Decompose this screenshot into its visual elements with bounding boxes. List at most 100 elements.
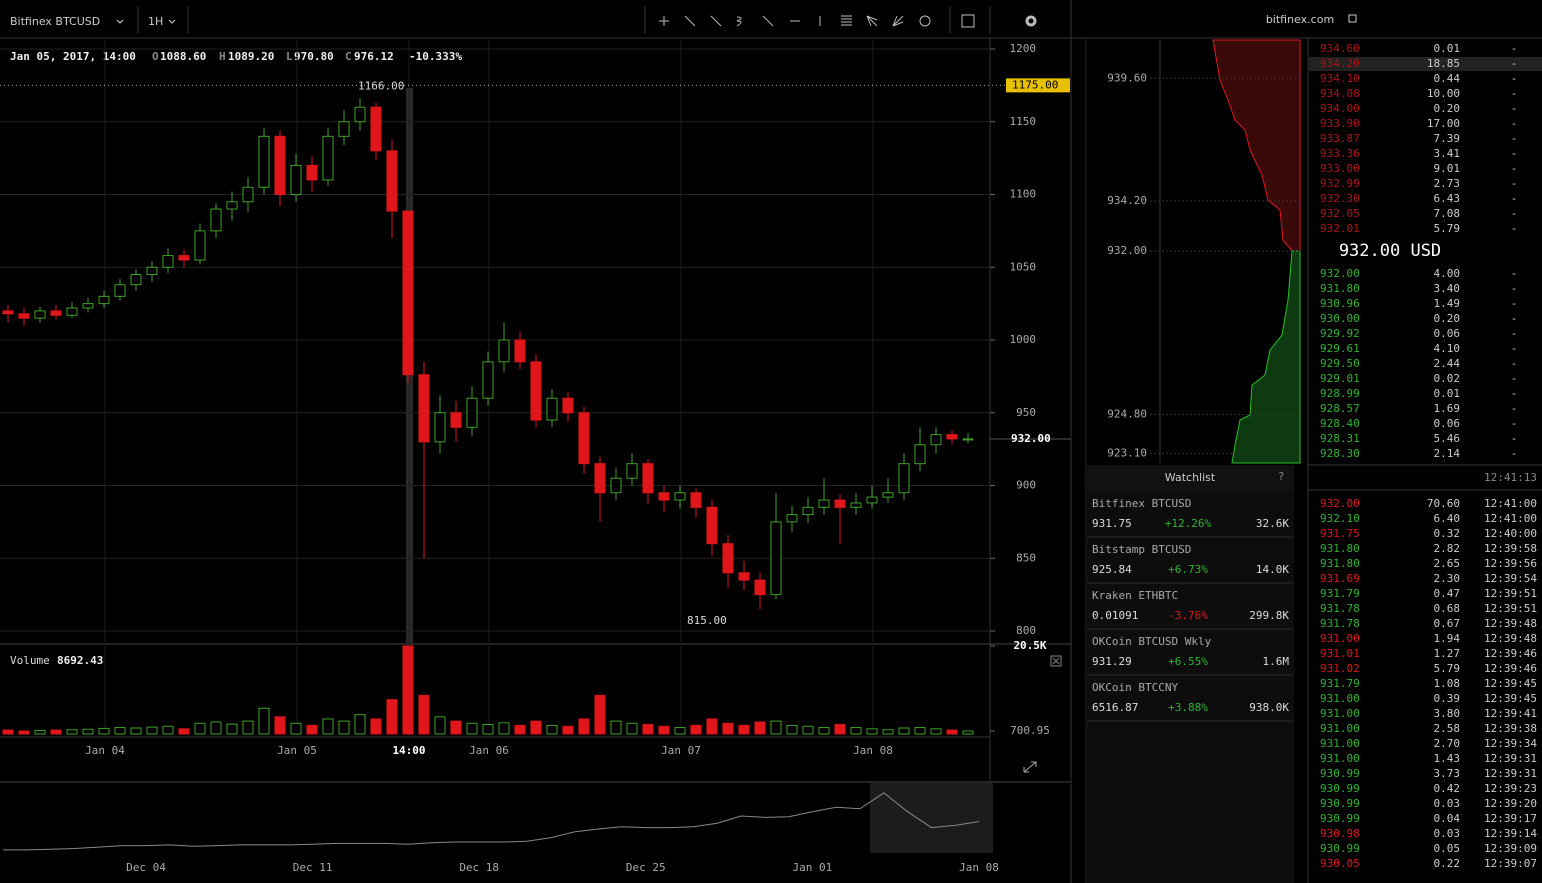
indicator-button[interactable]	[961, 14, 975, 28]
trade-time: 12:40:00	[1484, 527, 1537, 540]
book-amount: 0.44	[1434, 72, 1461, 85]
book-amount: 5.79	[1434, 222, 1461, 235]
candle-body	[242, 186, 254, 203]
trade-time: 12:39:23	[1484, 782, 1537, 795]
candle-body	[226, 201, 238, 210]
book-price: 929.61	[1320, 342, 1360, 355]
drawing-tools[interactable]	[659, 14, 1037, 28]
candle-body	[658, 492, 670, 501]
fib-tool[interactable]	[841, 15, 852, 26]
volume-bar	[898, 727, 910, 735]
trade-price: 931.75	[1320, 527, 1360, 540]
book-amount: 6.43	[1434, 192, 1461, 205]
book-dash: -	[1511, 177, 1518, 190]
volume-bar	[130, 727, 142, 735]
curve-tool[interactable]	[736, 16, 742, 27]
trade-time: 12:39:31	[1484, 767, 1537, 780]
volume-bar	[482, 724, 494, 735]
trade-amount: 2.65	[1434, 557, 1461, 570]
book-price: 933.00	[1320, 162, 1360, 175]
volume-bar	[946, 729, 958, 735]
book-dash: -	[1511, 432, 1518, 445]
book-amount: 1.49	[1434, 297, 1461, 310]
watchlist-header	[1087, 465, 1294, 490]
book-amount: 1.69	[1434, 402, 1461, 415]
row-highlight	[1309, 57, 1542, 71]
candle-body	[626, 463, 638, 479]
book-dash: -	[1511, 297, 1518, 310]
book-dash: -	[1511, 312, 1518, 325]
candle-body	[770, 521, 782, 596]
book-amount: 2.73	[1434, 177, 1461, 190]
crosshair-tool[interactable]	[659, 16, 669, 26]
close-volume-button[interactable]	[1050, 655, 1062, 667]
candle-body	[914, 444, 926, 465]
navigator-window[interactable]	[870, 783, 993, 853]
depth-tick-label: 923.10	[1107, 446, 1147, 459]
candle-body	[306, 164, 318, 181]
book-amount: 4.10	[1434, 342, 1461, 355]
candle-body	[274, 135, 286, 196]
watch-price: 931.75	[1092, 517, 1132, 530]
candle-body	[722, 543, 734, 574]
help-icon[interactable]: ?	[1278, 470, 1285, 483]
trade-price: 930.99	[1320, 782, 1360, 795]
volume-bar	[418, 694, 430, 735]
trade-time: 12:39:34	[1484, 737, 1537, 750]
volume-bar	[50, 729, 62, 735]
trade-price: 930.99	[1320, 812, 1360, 825]
book-amount: 2.14	[1434, 447, 1461, 460]
fan-tool[interactable]	[866, 15, 878, 27]
gann-tool[interactable]	[892, 15, 904, 27]
symbol-selector[interactable]: Bitfinex BTCUSD	[10, 15, 100, 28]
volume-bar	[802, 725, 814, 735]
ray-tool[interactable]	[710, 15, 722, 27]
ohlc-key: C	[345, 50, 352, 63]
time-label: Jan 08	[853, 744, 893, 757]
book-price: 928.99	[1320, 387, 1360, 400]
book-dash: -	[1511, 387, 1518, 400]
ohlc-value: 970.80	[294, 50, 334, 63]
trade-price: 931.00	[1320, 722, 1360, 735]
book-dash: -	[1511, 117, 1518, 130]
expand-button[interactable]	[1023, 761, 1037, 773]
volume-bar	[658, 725, 670, 735]
volume-bar	[274, 716, 286, 735]
settings-button[interactable]	[1025, 15, 1037, 27]
trade-amount: 0.03	[1434, 827, 1461, 840]
trades-time: 12:41:13	[1484, 471, 1537, 484]
interval-selector[interactable]: 1H	[148, 15, 163, 28]
book-amount: 0.06	[1434, 417, 1461, 430]
candle-body	[898, 463, 910, 494]
y-tick-label: 1200	[1010, 42, 1037, 55]
price-line-label: 1175.00	[1012, 78, 1058, 91]
volume-bar	[226, 723, 238, 735]
volume-bar	[18, 730, 30, 735]
candle-body	[802, 506, 814, 516]
candle-body	[210, 208, 222, 232]
trade-price: 930.98	[1320, 827, 1360, 840]
y-tick-label: 1100	[1010, 188, 1037, 201]
trade-time: 12:39:46	[1484, 662, 1537, 675]
line-tool[interactable]	[684, 15, 696, 27]
book-price: 933.36	[1320, 147, 1360, 160]
site-link[interactable]: bitfinex.com	[1266, 13, 1334, 26]
trade-price: 931.00	[1320, 707, 1360, 720]
navigator-label: Dec 25	[626, 861, 666, 874]
trade-amount: 70.60	[1427, 497, 1460, 510]
ohlc-date: Jan 05, 2017, 14:00	[10, 50, 136, 63]
trade-price: 930.99	[1320, 767, 1360, 780]
trade-time: 12:39:14	[1484, 827, 1537, 840]
book-dash: -	[1511, 207, 1518, 220]
arrow-tool[interactable]	[762, 15, 774, 27]
trade-amount: 0.32	[1434, 527, 1461, 540]
navigator-label: Dec 11	[293, 861, 333, 874]
time-label: Jan 05	[277, 744, 317, 757]
watch-change: +6.55%	[1168, 655, 1208, 668]
trade-price: 932.10	[1320, 512, 1360, 525]
circle-tool[interactable]	[919, 15, 931, 27]
candle-body	[386, 150, 398, 212]
book-price: 934.00	[1320, 102, 1360, 115]
volume-bar	[530, 720, 542, 735]
volume-bar	[210, 721, 222, 735]
